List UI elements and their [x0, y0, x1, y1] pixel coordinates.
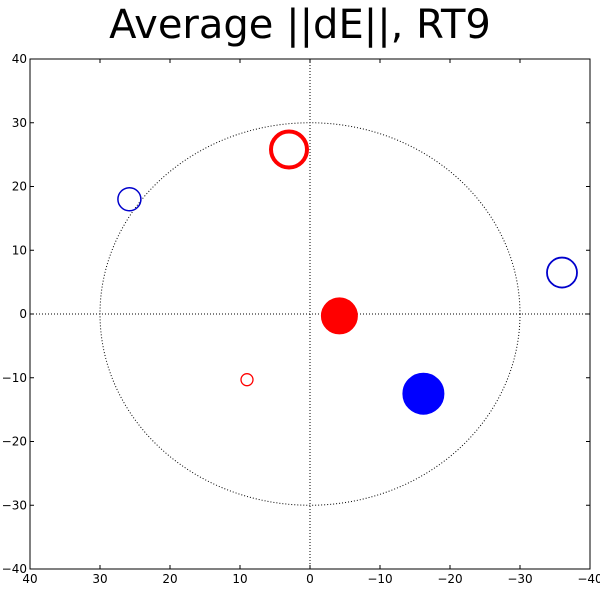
- x-tick-label: 10: [232, 572, 247, 586]
- y-tick-label: −30: [2, 498, 27, 512]
- y-tick-label: 40: [12, 52, 27, 66]
- x-tick-label: 40: [22, 572, 37, 586]
- y-tick-label: −20: [2, 435, 27, 449]
- data-point-3: [117, 187, 142, 212]
- data-point-0: [269, 129, 309, 170]
- x-tick-label: −20: [437, 572, 462, 586]
- chart-title: Average ||dE||, RT9: [109, 2, 491, 48]
- data-point-4: [546, 256, 578, 289]
- x-tick-label: −30: [507, 572, 532, 586]
- points-layer: [117, 129, 578, 415]
- reference-circle: [99, 122, 521, 506]
- axes-layer: 40 30 20 10 0 −10 −20 −30 −40403020100−10−20−30−…: [2, 52, 600, 586]
- x-tick-label: 30: [92, 572, 107, 586]
- x-tick-label: −10: [367, 572, 392, 586]
- data-point-5: [402, 372, 445, 415]
- y-tick-label: −40: [2, 562, 27, 576]
- x-tick-label: −40: [577, 572, 600, 586]
- y-tick-label: 10: [12, 243, 27, 257]
- x-tick-label: 0: [306, 572, 314, 586]
- data-point-2: [240, 373, 254, 387]
- y-tick-label: 20: [12, 180, 27, 194]
- x-tick-label: 20: [162, 572, 177, 586]
- reference-layer: [30, 59, 590, 569]
- y-tick-label: 30: [12, 116, 27, 130]
- data-point-1: [320, 297, 358, 335]
- y-tick-label: 0: [19, 307, 27, 321]
- y-tick-label: −10: [2, 371, 27, 385]
